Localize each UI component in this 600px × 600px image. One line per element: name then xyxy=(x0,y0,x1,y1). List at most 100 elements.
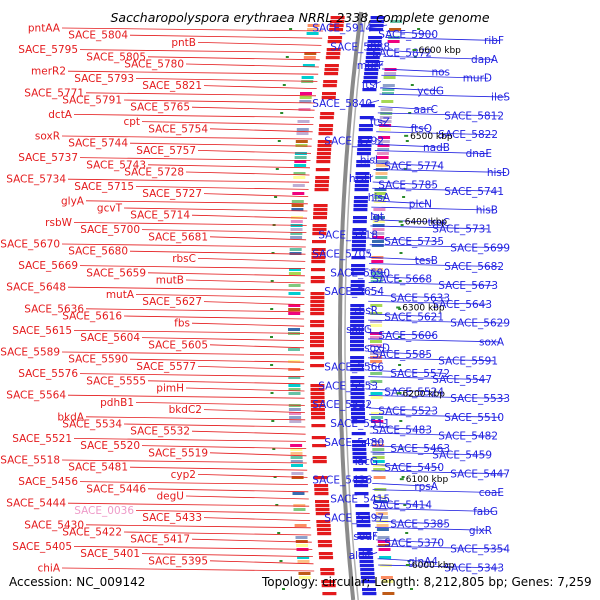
left-label[interactable]: SACE_5765 xyxy=(130,102,190,114)
right-label[interactable]: soxD xyxy=(364,343,390,355)
left-label[interactable]: pimH xyxy=(156,383,184,395)
right-label[interactable]: SACE_5510 xyxy=(444,412,504,424)
left-label[interactable]: SACE_5743 xyxy=(86,159,146,171)
right-label[interactable]: SACE_5735 xyxy=(384,236,444,248)
left-label[interactable]: SACE_5714 xyxy=(130,210,190,222)
right-label[interactable]: SACE_5785 xyxy=(378,179,438,191)
right-label[interactable]: murF xyxy=(357,60,384,72)
right-label[interactable]: plcN xyxy=(409,198,432,210)
right-label[interactable]: SACE_5872 xyxy=(372,48,432,60)
left-label[interactable]: SACE_5456 xyxy=(18,476,78,488)
left-label[interactable]: SACE_5605 xyxy=(148,339,208,351)
left-label[interactable]: SACE_5422 xyxy=(62,527,122,539)
right-label[interactable]: SACE_5354 xyxy=(450,544,510,556)
right-label[interactable]: SACE_5370 xyxy=(384,537,444,549)
right-label[interactable]: SACE_5553 xyxy=(318,380,378,392)
left-label[interactable]: SACE_5433 xyxy=(142,512,202,524)
right-label[interactable]: SACE_5343 xyxy=(444,563,504,575)
left-label[interactable]: SACE_5681 xyxy=(148,231,208,243)
right-label[interactable]: ftsZ xyxy=(370,117,390,129)
left-label[interactable]: SACE_5734 xyxy=(6,174,66,186)
left-label[interactable]: SACE_5518 xyxy=(0,455,60,467)
left-label[interactable]: SACE_5821 xyxy=(142,80,202,92)
right-label[interactable]: murD xyxy=(463,73,492,85)
right-label[interactable]: SACE_5668 xyxy=(372,274,432,286)
left-label[interactable]: SACE_5604 xyxy=(80,332,140,344)
left-label[interactable]: pdhB1 xyxy=(100,397,134,409)
left-label[interactable]: SACE_5401 xyxy=(80,548,140,560)
right-label[interactable]: ftsQ xyxy=(411,123,432,135)
right-label[interactable]: SACE_5522 xyxy=(312,399,372,411)
right-label[interactable]: SACE_5414 xyxy=(372,500,432,512)
right-label[interactable]: SACE_5792 xyxy=(324,136,384,148)
left-label[interactable]: SACE_5780 xyxy=(124,59,184,71)
right-label[interactable]: lgt xyxy=(370,211,384,223)
left-label[interactable]: SACE_5430 xyxy=(24,519,84,531)
right-label[interactable]: tesB xyxy=(415,255,438,267)
right-label[interactable]: ileS xyxy=(491,92,510,104)
right-label[interactable]: soxG xyxy=(346,324,372,336)
left-label[interactable]: SACE_5757 xyxy=(136,145,196,157)
left-label[interactable]: SACE_5659 xyxy=(86,267,146,279)
right-label[interactable]: SACE_5914 xyxy=(312,23,372,35)
right-label[interactable]: SACE_5731 xyxy=(432,223,492,235)
right-label[interactable]: SACE_5774 xyxy=(384,161,444,173)
left-label[interactable]: SACE_5519 xyxy=(148,447,208,459)
left-label[interactable]: SACE_5616 xyxy=(62,311,122,323)
right-label[interactable]: SACE_5591 xyxy=(438,355,498,367)
left-label[interactable]: mutB xyxy=(156,275,184,287)
left-label[interactable]: SACE_5532 xyxy=(130,426,190,438)
right-label[interactable]: hisA xyxy=(368,192,391,204)
left-label[interactable]: bkdA xyxy=(57,411,84,423)
left-label[interactable]: SACE_5481 xyxy=(68,462,128,474)
right-label[interactable]: ftsI xyxy=(362,79,378,91)
right-label[interactable]: soxA xyxy=(479,336,505,348)
right-label[interactable]: nos xyxy=(431,66,450,78)
left-label[interactable]: SACE_5395 xyxy=(148,555,208,567)
left-label[interactable]: SACE_5795 xyxy=(18,44,78,56)
right-label[interactable]: SACE_5447 xyxy=(450,468,510,480)
right-label[interactable]: trpC xyxy=(428,217,450,229)
right-label[interactable]: SACE_5812 xyxy=(444,110,504,122)
right-label[interactable]: SACE_5436 xyxy=(312,475,372,487)
left-label[interactable]: mutA xyxy=(106,289,135,301)
left-label[interactable]: SACE_5727 xyxy=(142,188,202,200)
right-label[interactable]: SACE_5480 xyxy=(324,437,384,449)
right-label[interactable]: SACE_5450 xyxy=(384,462,444,474)
right-label[interactable]: SACE_5822 xyxy=(438,129,498,141)
left-label[interactable]: bkdC2 xyxy=(169,404,202,416)
right-label[interactable]: SACE_5654 xyxy=(324,286,384,298)
left-label[interactable]: SACE_5627 xyxy=(142,296,202,308)
left-label[interactable]: degU xyxy=(157,491,184,503)
left-label[interactable]: soxR xyxy=(35,131,60,143)
left-label[interactable]: SACE_5700 xyxy=(80,224,140,236)
right-label[interactable]: SACE_5585 xyxy=(372,349,432,361)
left-label[interactable]: SACE_5636 xyxy=(24,303,84,315)
right-label[interactable]: SACE_5606 xyxy=(378,330,438,342)
right-label[interactable]: SACE_5415 xyxy=(330,493,390,505)
right-label[interactable]: lacG xyxy=(355,456,378,468)
right-label[interactable]: SACE_5459 xyxy=(432,449,492,461)
left-label[interactable]: SACE_5744 xyxy=(68,138,128,150)
right-label[interactable]: hisD xyxy=(487,167,510,179)
right-label[interactable]: SACE_5699 xyxy=(450,242,510,254)
right-label[interactable]: sodF xyxy=(353,531,378,543)
right-label[interactable]: SACE_5888 xyxy=(330,41,390,53)
left-label[interactable]: SACE_5555 xyxy=(86,375,146,387)
right-label[interactable]: nadB xyxy=(423,142,450,154)
left-label[interactable]: SACE_5520 xyxy=(80,440,140,452)
right-label[interactable]: aarC xyxy=(413,104,438,116)
right-label[interactable]: fabG xyxy=(473,506,498,518)
left-label[interactable]: glyA xyxy=(61,195,85,207)
right-label[interactable]: hisI xyxy=(360,154,378,166)
right-label[interactable]: glnA4 xyxy=(408,556,438,568)
right-label[interactable]: SACE_5397 xyxy=(324,512,384,524)
left-label[interactable]: SACE_5521 xyxy=(12,433,72,445)
right-label[interactable]: SACE_5682 xyxy=(444,261,504,273)
right-label[interactable]: SACE_5524 xyxy=(384,387,444,399)
left-label[interactable]: fbs xyxy=(174,318,190,330)
right-label[interactable]: SACE_5840 xyxy=(312,98,372,110)
left-label[interactable]: SACE_5669 xyxy=(18,260,78,272)
left-label[interactable]: SACE_5680 xyxy=(68,246,128,258)
left-label[interactable]: SACE_5670 xyxy=(0,239,60,251)
